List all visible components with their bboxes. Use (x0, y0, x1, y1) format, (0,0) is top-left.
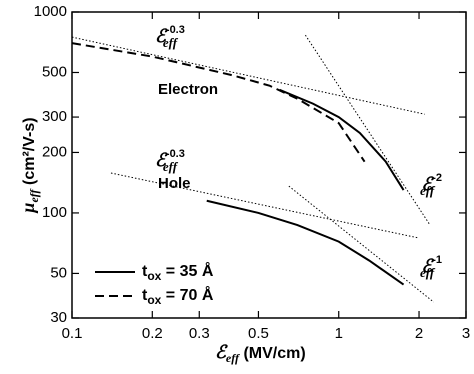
label: ℰ-0.3 eff (155, 148, 185, 174)
label-sub: eff (27, 188, 41, 202)
x-tick-label: 2 (415, 325, 423, 342)
label-rest: = 35 Å (161, 261, 213, 280)
label-sub: ox (147, 293, 161, 307)
plot-frame (71, 11, 467, 319)
x-tick-label: 0.5 (248, 325, 269, 342)
label-text: Hole (158, 175, 191, 192)
y-tick-label: 300 (42, 108, 67, 125)
x-tick-label: 3 (462, 325, 470, 342)
label: ℰ-1 eff (420, 254, 442, 280)
label: ℰeff (MV/cm) (215, 342, 306, 365)
label-text: Electron (158, 81, 218, 98)
x-tick-label: 0.3 (189, 325, 210, 342)
label-sub: eff (163, 159, 179, 174)
label: tox = 70 Å (142, 285, 214, 307)
label: ℰ-0.3 eff (155, 24, 185, 50)
reference-line (288, 185, 435, 303)
label-rest: (MV/cm) (239, 345, 306, 362)
label-symbol: t (142, 263, 148, 280)
label: μeff (cm²/V-s) (18, 117, 41, 213)
label-symbol: ℰ (421, 256, 434, 276)
label-sub: eff (420, 265, 436, 280)
reference-line (304, 34, 431, 226)
label-sub: eff (420, 183, 436, 198)
label-symbol: μ (18, 203, 38, 214)
y-tick-label: 200 (42, 143, 67, 160)
label: Hole (158, 175, 191, 192)
label-rest: = 70 Å (161, 285, 213, 304)
label: Electron (158, 81, 218, 98)
label-symbol: ℰ (421, 174, 434, 194)
label-symbol: ℰ (215, 342, 228, 362)
reference-line (71, 36, 425, 115)
x-tick-label: 0.2 (142, 325, 163, 342)
label-symbol: ℰ (155, 150, 168, 170)
y-tick-label: 30 (50, 309, 67, 326)
x-tick-label: 1 (335, 325, 343, 342)
x-tick-label: 0.1 (62, 325, 83, 342)
y-tick-label: 500 (42, 63, 67, 80)
label-sub: eff (163, 35, 179, 50)
series-line (206, 199, 405, 286)
label: tox = 35 Å (142, 261, 214, 283)
y-tick-label: 1000 (34, 3, 67, 20)
label-sub: eff (226, 351, 240, 365)
label-sup: -0.3 (166, 24, 185, 36)
y-tick-label: 100 (42, 204, 67, 221)
label-sup: -2 (432, 172, 442, 184)
label: ℰ-2 eff (420, 172, 442, 198)
series-line (71, 42, 366, 163)
label-sup: -1 (432, 254, 442, 266)
label-sup: -0.3 (166, 148, 185, 160)
label-symbol: ℰ (155, 26, 168, 46)
series-line (279, 88, 405, 191)
label-sub: ox (147, 269, 161, 283)
y-tick-label: 50 (50, 264, 67, 281)
label-symbol: t (142, 287, 148, 304)
label-rest: (cm²/V-s) (21, 117, 38, 189)
